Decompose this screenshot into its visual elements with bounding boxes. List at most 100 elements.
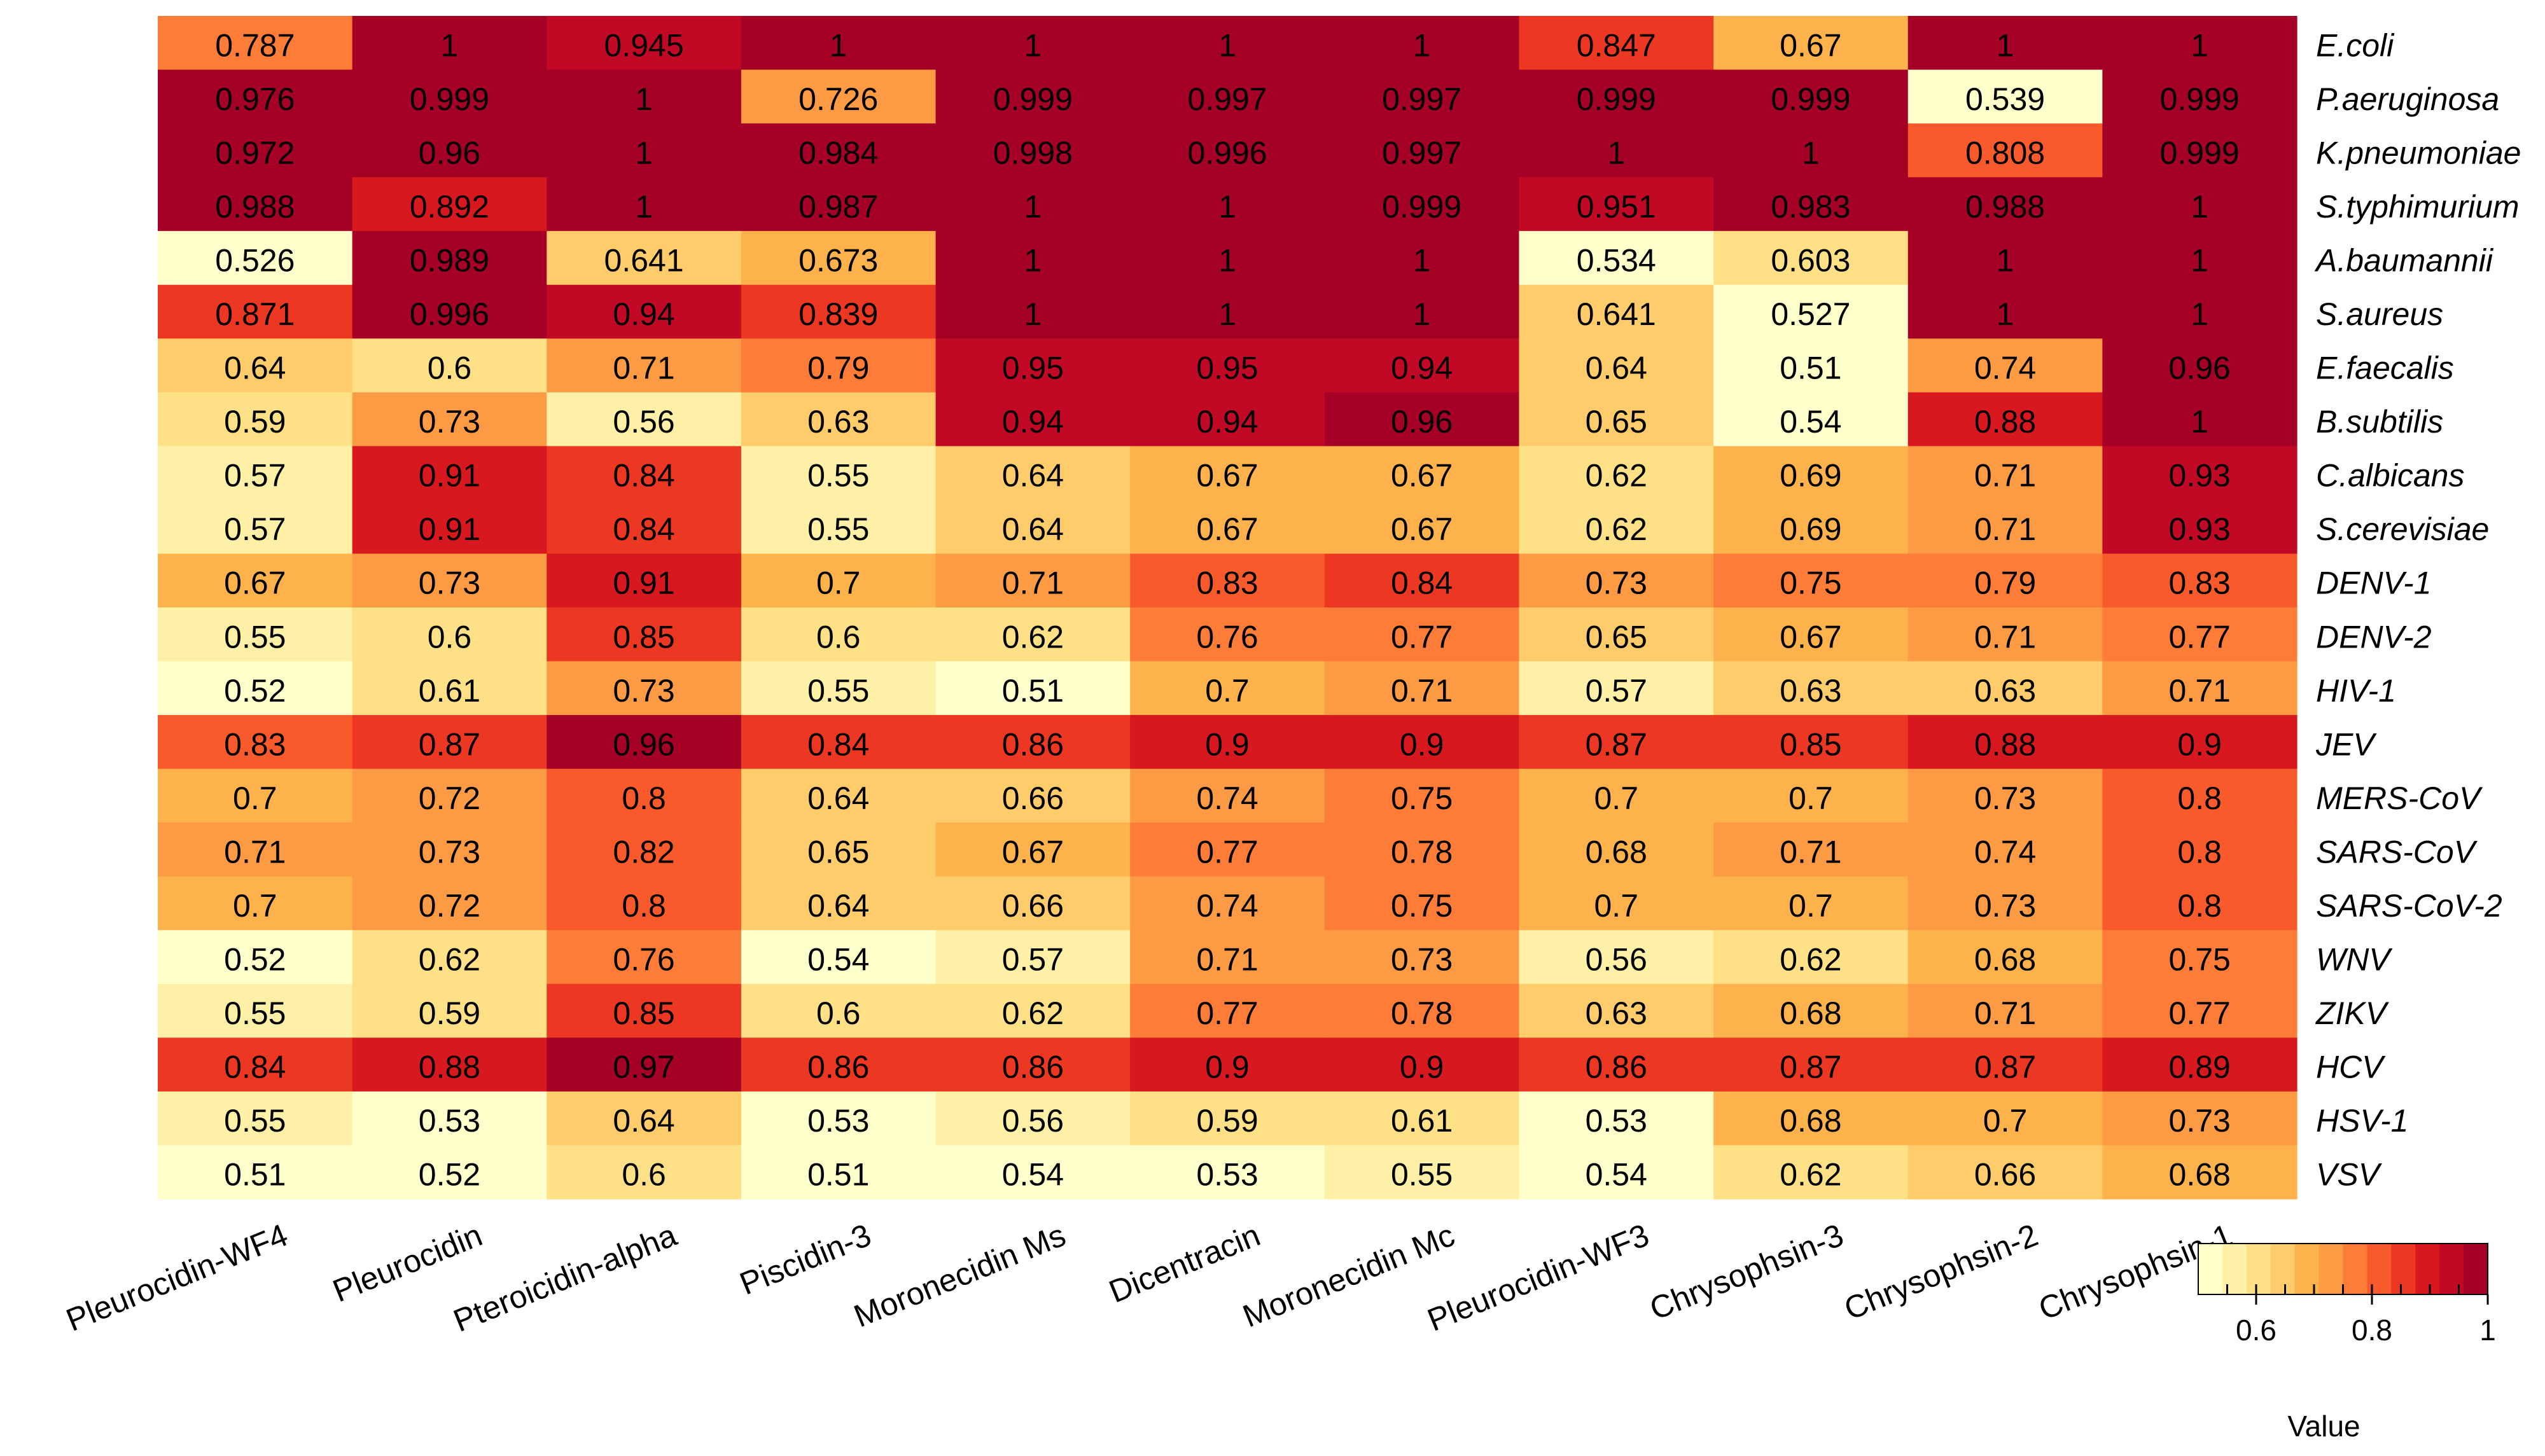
cell-value-label: 0.8 xyxy=(2177,780,2222,816)
row-label: E.coli xyxy=(2316,27,2395,63)
heatmap-cell xyxy=(1519,1037,1714,1092)
cell-value-label: 0.7 xyxy=(1594,888,1639,924)
cell-value-label: 0.76 xyxy=(613,942,674,978)
cell-value-label: 0.88 xyxy=(1974,404,2036,440)
heatmap-cell xyxy=(158,123,353,178)
legend-color-swatch xyxy=(2415,1244,2440,1294)
row-label: DENV-1 xyxy=(2316,565,2432,601)
cell-value-label: 0.51 xyxy=(1002,673,1064,709)
heatmap-cell xyxy=(158,1145,353,1200)
cell-value-label: 1 xyxy=(1024,189,1042,225)
cell-value-label: 0.77 xyxy=(1196,834,1258,870)
legend-color-swatch xyxy=(2391,1244,2416,1294)
heatmap-cell xyxy=(547,983,742,1038)
heatmap-cell xyxy=(158,876,353,931)
cell-value-label: 0.96 xyxy=(2169,350,2231,386)
cell-value-label: 0.93 xyxy=(2169,511,2231,547)
heatmap-cell xyxy=(158,16,353,71)
column-label: Moronecidin Mc xyxy=(1238,1217,1460,1334)
legend-color-swatch xyxy=(2270,1244,2296,1294)
heatmap-cell xyxy=(1713,123,1909,178)
heatmap-cell xyxy=(2102,715,2297,770)
row-label: MERS-CoV xyxy=(2316,780,2483,816)
heatmap-cell xyxy=(2102,661,2297,716)
cell-value-label: 0.96 xyxy=(1391,404,1453,440)
heatmap-cell xyxy=(935,284,1131,339)
heatmap-cell xyxy=(1130,284,1325,339)
row-label: SARS-CoV-2 xyxy=(2316,888,2502,924)
cell-value-label: 0.55 xyxy=(224,1103,286,1139)
heatmap-cell xyxy=(741,284,937,339)
heatmap-cell xyxy=(935,607,1131,662)
cell-value-label: 0.62 xyxy=(1002,619,1064,655)
heatmap-cell xyxy=(2102,1037,2297,1092)
cell-value-label: 0.63 xyxy=(1586,995,1647,1031)
heatmap-cell xyxy=(741,822,937,877)
cell-value-label: 0.66 xyxy=(1974,1157,2036,1193)
cell-value-label: 0.73 xyxy=(1391,942,1453,978)
heatmap-cell xyxy=(741,930,937,985)
heatmap-cell xyxy=(2102,123,2297,178)
heatmap-cell xyxy=(1713,768,1909,823)
heatmap-cell xyxy=(1324,1091,1520,1146)
cell-value-label: 0.8 xyxy=(622,888,666,924)
cell-value-label: 0.534 xyxy=(1577,242,1656,278)
heatmap-cell xyxy=(1519,661,1714,716)
heatmap-cell xyxy=(2102,553,2297,608)
heatmap-cell xyxy=(1713,69,1909,124)
cell-value-label: 0.808 xyxy=(1965,135,2045,170)
cell-value-label: 1 xyxy=(1218,27,1236,63)
cell-value-label: 1 xyxy=(635,189,653,225)
heatmap-cell xyxy=(935,1091,1131,1146)
heatmap-cell xyxy=(352,69,547,124)
heatmap-cell xyxy=(158,983,353,1038)
heatmap-cell xyxy=(547,123,742,178)
heatmap-cell xyxy=(2102,284,2297,339)
row-label: C.albicans xyxy=(2316,458,2464,494)
cell-value-label: 0.73 xyxy=(419,834,480,870)
cell-value-label: 0.65 xyxy=(1586,404,1647,440)
cell-value-label: 0.91 xyxy=(613,565,674,601)
heatmap-cell xyxy=(741,177,937,232)
cell-value-label: 0.67 xyxy=(1196,511,1258,547)
heatmap-cell xyxy=(741,338,937,393)
heatmap-cell xyxy=(1713,607,1909,662)
cell-value-label: 0.69 xyxy=(1780,511,1841,547)
cell-value-label: 0.63 xyxy=(807,404,869,440)
heatmap-cell xyxy=(1130,607,1325,662)
cell-value-label: 0.66 xyxy=(1002,780,1064,816)
heatmap-cell xyxy=(547,177,742,232)
cell-value-label: 1 xyxy=(2191,404,2208,440)
heatmap-cell xyxy=(1130,661,1325,716)
cell-value-label: 1 xyxy=(1024,242,1042,278)
heatmap-cell xyxy=(1519,446,1714,501)
cell-value-label: 0.74 xyxy=(1974,350,2036,386)
row-label: JEV xyxy=(2315,726,2377,762)
heatmap-cell xyxy=(935,768,1131,823)
heatmap-cell xyxy=(2102,930,2297,985)
heatmap-cell xyxy=(741,607,937,662)
heatmap-cell xyxy=(1907,123,2103,178)
row-label: ZIKV xyxy=(2315,995,2390,1031)
cell-value-label: 0.999 xyxy=(2160,135,2240,170)
cell-value-label: 0.75 xyxy=(1391,780,1453,816)
heatmap-cell xyxy=(935,876,1131,931)
legend-color-swatch xyxy=(2246,1244,2271,1294)
heatmap-cell xyxy=(1907,983,2103,1038)
cell-value-label: 0.65 xyxy=(1586,619,1647,655)
row-label: S.cerevisiae xyxy=(2316,511,2489,547)
row-label: HSV-1 xyxy=(2316,1103,2408,1139)
cell-value-label: 0.79 xyxy=(807,350,869,386)
cell-value-label: 1 xyxy=(1413,27,1431,63)
cell-value-label: 0.53 xyxy=(807,1103,869,1139)
cell-value-label: 0.55 xyxy=(224,995,286,1031)
row-label: K.pneumoniae xyxy=(2316,135,2521,170)
cell-value-label: 0.71 xyxy=(1974,458,2036,494)
cell-value-label: 0.62 xyxy=(419,942,480,978)
heatmap-cell xyxy=(1130,983,1325,1038)
column-label: Chrysophsin-2 xyxy=(1839,1217,2043,1327)
heatmap-cell xyxy=(1713,661,1909,716)
heatmap-cell xyxy=(352,338,547,393)
cell-value-label: 1 xyxy=(1024,27,1042,63)
heatmap-cell xyxy=(1324,446,1520,501)
